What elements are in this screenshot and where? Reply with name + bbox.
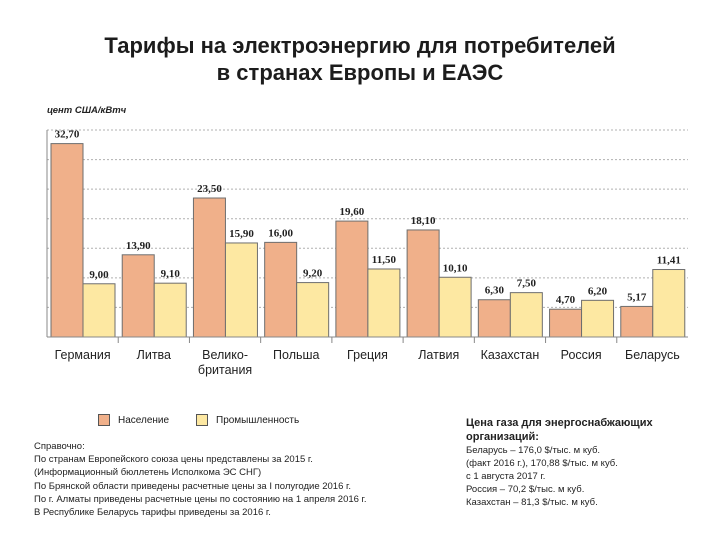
gas-price-line: Казахстан – 81,3 $/тыс. м куб. — [466, 497, 598, 508]
x-tick-label: Германия — [55, 348, 111, 362]
x-tick-label: Беларусь — [625, 348, 680, 362]
bar-industry — [438, 276, 472, 338]
bar-population — [549, 308, 583, 338]
data-label: 13,90 — [126, 240, 151, 252]
title-line-2: в странах Европы и ЕАЭС — [216, 60, 504, 85]
legend-swatch-population — [98, 414, 110, 426]
reference-notes: Справочно: По странам Европейского союза… — [34, 440, 367, 519]
gas-price-title: Цена газа для энергоснабжающих организац… — [466, 417, 653, 443]
x-tick-label: Польша — [273, 348, 319, 362]
x-tick-label: Велико- — [202, 348, 248, 362]
x-tick-label: британия — [198, 363, 252, 377]
bar-industry — [296, 282, 330, 338]
bar-industry — [153, 282, 187, 338]
data-label: 7,50 — [517, 278, 537, 290]
bar-chart: цент США/кВтч 32,70 9,00 Германия 13,90 9,10 Л… — [46, 105, 688, 377]
y-axis-label: цент США/кВтч — [47, 105, 127, 116]
bar-population — [477, 299, 511, 338]
data-label: 6,20 — [588, 285, 608, 297]
bar-industry — [82, 283, 116, 338]
x-tick-label: Латвия — [418, 348, 459, 362]
data-label: 11,41 — [657, 255, 681, 267]
bar-industry — [581, 299, 615, 338]
bar-industry — [367, 268, 401, 338]
data-label: 6,30 — [485, 285, 505, 297]
data-label: 11,50 — [372, 254, 397, 266]
data-label: 9,20 — [303, 268, 323, 280]
note-line: По г. Алматы приведены расчетные цены по… — [34, 493, 367, 505]
chart-title: Тарифы на электроэнергию для потребителе… — [0, 32, 720, 86]
bar-population — [121, 254, 155, 338]
data-label: 9,10 — [161, 268, 181, 280]
bar-population — [335, 220, 369, 338]
gas-price-line: с 1 августа 2017 г. — [466, 471, 546, 482]
data-label: 4,70 — [556, 294, 576, 306]
data-label: 10,10 — [443, 262, 468, 274]
legend-industry: Промышленность — [196, 414, 299, 426]
data-label: 16,00 — [268, 227, 293, 239]
legend-swatch-industry — [196, 414, 208, 426]
bar-population — [264, 241, 298, 338]
note-line: По Брянской области приведены расчетные … — [34, 480, 351, 492]
title-line-1: Тарифы на электроэнергию для потребителе… — [104, 33, 616, 58]
x-tick-label: Литва — [137, 348, 171, 362]
data-label: 15,90 — [229, 228, 254, 240]
note-line: По странам Европейского союза цены предс… — [34, 454, 313, 466]
bar-industry — [224, 242, 258, 338]
data-label: 23,50 — [197, 183, 222, 195]
bar-population — [620, 305, 654, 338]
note-line: В Республике Беларусь тарифы приведены з… — [34, 507, 271, 519]
bar-population — [406, 229, 440, 338]
bar-industry — [652, 269, 686, 338]
data-label: 9,00 — [89, 269, 109, 281]
bar-population — [192, 197, 226, 338]
data-label: 5,17 — [627, 291, 647, 303]
gas-price-line: Россия – 70,2 $/тыс. м куб. — [466, 484, 585, 495]
legend-label-industry: Промышленность — [216, 414, 300, 426]
data-label: 19,60 — [340, 206, 365, 218]
gas-price-line: (факт 2016 г.), 170,88 $/тыс. м куб. — [466, 458, 618, 469]
data-label: 18,10 — [411, 215, 436, 227]
legend-population: Население — [98, 414, 169, 426]
note-line: (Информационный бюллетень Исполкома ЭС С… — [34, 467, 262, 479]
gas-price-box: Цена газа для энергоснабжающих организац… — [466, 416, 666, 509]
bar-industry — [509, 292, 543, 338]
x-tick-label: Россия — [561, 348, 602, 362]
gas-price-line: Беларусь – 176,0 $/тыс. м куб. — [466, 445, 601, 456]
legend-label-population: Население — [118, 414, 170, 426]
x-tick-label: Греция — [347, 348, 388, 362]
note-line: Справочно: — [34, 441, 85, 452]
x-tick-label: Казахстан — [481, 348, 540, 362]
bar-population — [50, 143, 84, 338]
data-label: 32,70 — [55, 129, 80, 141]
